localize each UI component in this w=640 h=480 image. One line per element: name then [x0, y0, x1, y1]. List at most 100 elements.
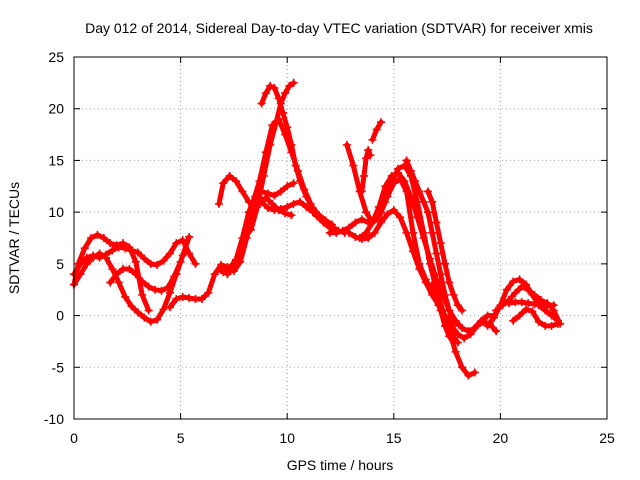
data-point	[308, 204, 317, 213]
data-point	[374, 202, 383, 211]
data-point	[428, 228, 437, 237]
x-tick-label: 25	[599, 430, 615, 446]
data-point	[204, 288, 213, 297]
data-point	[259, 171, 268, 180]
data-point	[458, 323, 467, 332]
data-point	[217, 266, 226, 275]
data-point	[509, 316, 518, 325]
data-point	[327, 220, 336, 229]
y-tick-label: 15	[48, 152, 64, 168]
data-point	[93, 230, 102, 239]
y-axis-label: SDTVAR / TECUs	[6, 182, 22, 294]
data-point	[387, 171, 396, 180]
data-point	[159, 305, 168, 314]
data-point	[264, 189, 273, 198]
data-point	[99, 234, 108, 242]
y-tick-label: 0	[56, 308, 64, 324]
data-point	[349, 161, 358, 170]
data-point	[76, 270, 85, 279]
chart-title: Day 012 of 2014, Sidereal Day-to-day VTE…	[85, 20, 593, 36]
data-point	[428, 197, 437, 206]
data-point	[406, 192, 415, 201]
data-point	[432, 275, 441, 284]
data-point	[368, 218, 377, 227]
data-point	[515, 275, 524, 284]
data-point	[253, 202, 262, 211]
data-point	[295, 177, 304, 186]
data-point	[185, 293, 194, 302]
data-point	[421, 278, 430, 287]
data-point	[359, 171, 368, 180]
data-point	[458, 363, 467, 372]
data-point	[302, 202, 311, 211]
x-axis-label: GPS time / hours	[287, 457, 394, 473]
data-point	[289, 199, 298, 208]
series-line	[107, 259, 184, 294]
data-point	[172, 239, 181, 248]
data-point	[119, 239, 128, 248]
data-point	[524, 299, 533, 308]
data-point	[146, 317, 155, 326]
data-point	[246, 225, 255, 234]
data-point	[521, 305, 530, 314]
data-point	[366, 151, 375, 160]
data-point	[432, 218, 441, 227]
data-point	[440, 259, 449, 268]
data-point	[283, 202, 292, 211]
data-point	[411, 177, 420, 186]
data-point	[377, 118, 386, 127]
data-point	[524, 285, 533, 294]
grid	[74, 57, 607, 419]
data-point	[185, 232, 194, 241]
data-point	[131, 270, 140, 279]
data-point	[541, 306, 550, 315]
data-point	[287, 140, 296, 149]
data-point	[408, 247, 417, 256]
data-point	[153, 260, 162, 269]
data-point	[511, 288, 520, 297]
data-point	[383, 210, 392, 219]
data-point	[140, 313, 149, 322]
data-point	[483, 321, 492, 330]
data-point	[172, 295, 181, 304]
data-point	[368, 135, 377, 144]
data-point	[165, 288, 174, 297]
x-tick-label: 15	[386, 430, 402, 446]
data-point	[423, 187, 432, 196]
data-point	[432, 249, 441, 258]
data-point	[112, 270, 121, 279]
data-point	[74, 259, 83, 268]
data-point	[176, 257, 185, 266]
data-point	[364, 234, 373, 242]
data-point	[451, 347, 460, 356]
data-point	[210, 270, 219, 279]
data-point	[490, 313, 499, 322]
data-point	[144, 306, 153, 315]
data-point	[223, 270, 232, 279]
data-point	[530, 290, 539, 299]
series-line	[218, 116, 339, 277]
data-point	[106, 278, 115, 287]
data-point	[87, 234, 96, 242]
data-point	[402, 156, 411, 165]
data-point	[413, 213, 422, 222]
series-arc-23	[509, 305, 562, 330]
data-point	[364, 146, 373, 155]
data-point	[89, 253, 98, 262]
series-arc-15	[357, 146, 375, 196]
plot-frame	[73, 56, 608, 420]
data-point	[276, 99, 285, 108]
series-arc-13	[345, 206, 501, 343]
data-point	[229, 261, 238, 270]
data-point	[114, 278, 123, 287]
data-point	[140, 254, 149, 263]
series-arc-10	[246, 78, 298, 234]
data-point	[257, 99, 266, 108]
data-point	[276, 205, 285, 214]
y-tick-label: 20	[48, 101, 64, 117]
data-point	[498, 301, 507, 310]
data-point	[285, 81, 294, 90]
data-point	[163, 283, 172, 292]
data-point	[428, 280, 437, 289]
